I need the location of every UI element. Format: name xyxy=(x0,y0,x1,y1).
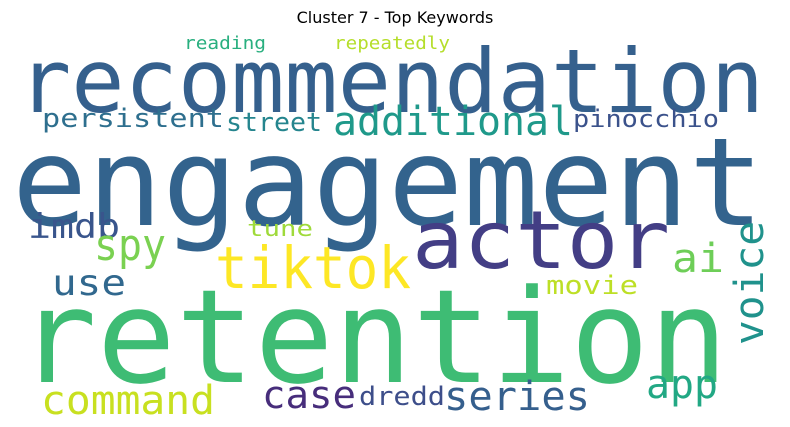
word-street: street xyxy=(226,108,322,138)
word-ai: ai xyxy=(672,236,724,282)
word-tiktok: tiktok xyxy=(215,234,411,302)
word-spy: spy xyxy=(94,220,166,271)
word-voice: voice xyxy=(727,221,773,345)
word-persistent: persistent xyxy=(42,104,224,134)
word-recommendation: recommendation xyxy=(18,30,764,133)
word-use: use xyxy=(52,263,126,304)
word-series: series xyxy=(444,374,590,420)
word-tune: tune xyxy=(247,217,313,242)
word-dredd: dredd xyxy=(359,382,445,412)
word-movie: movie xyxy=(546,271,638,301)
word-app: app xyxy=(646,362,718,408)
word-reading: reading xyxy=(184,33,266,54)
chart-title: Cluster 7 - Top Keywords xyxy=(296,8,494,27)
word-retention: retention xyxy=(18,261,728,413)
word-actor: actor xyxy=(412,194,670,287)
word-engagement: engagement xyxy=(12,112,764,254)
word-case: case xyxy=(262,373,356,417)
word-imdb: imdb xyxy=(28,207,120,247)
word-pinocchio: pinocchio xyxy=(573,105,719,133)
word-command: command xyxy=(41,378,215,424)
word-repeatedly: repeatedly xyxy=(334,33,450,54)
word-additional: additional xyxy=(333,99,573,145)
